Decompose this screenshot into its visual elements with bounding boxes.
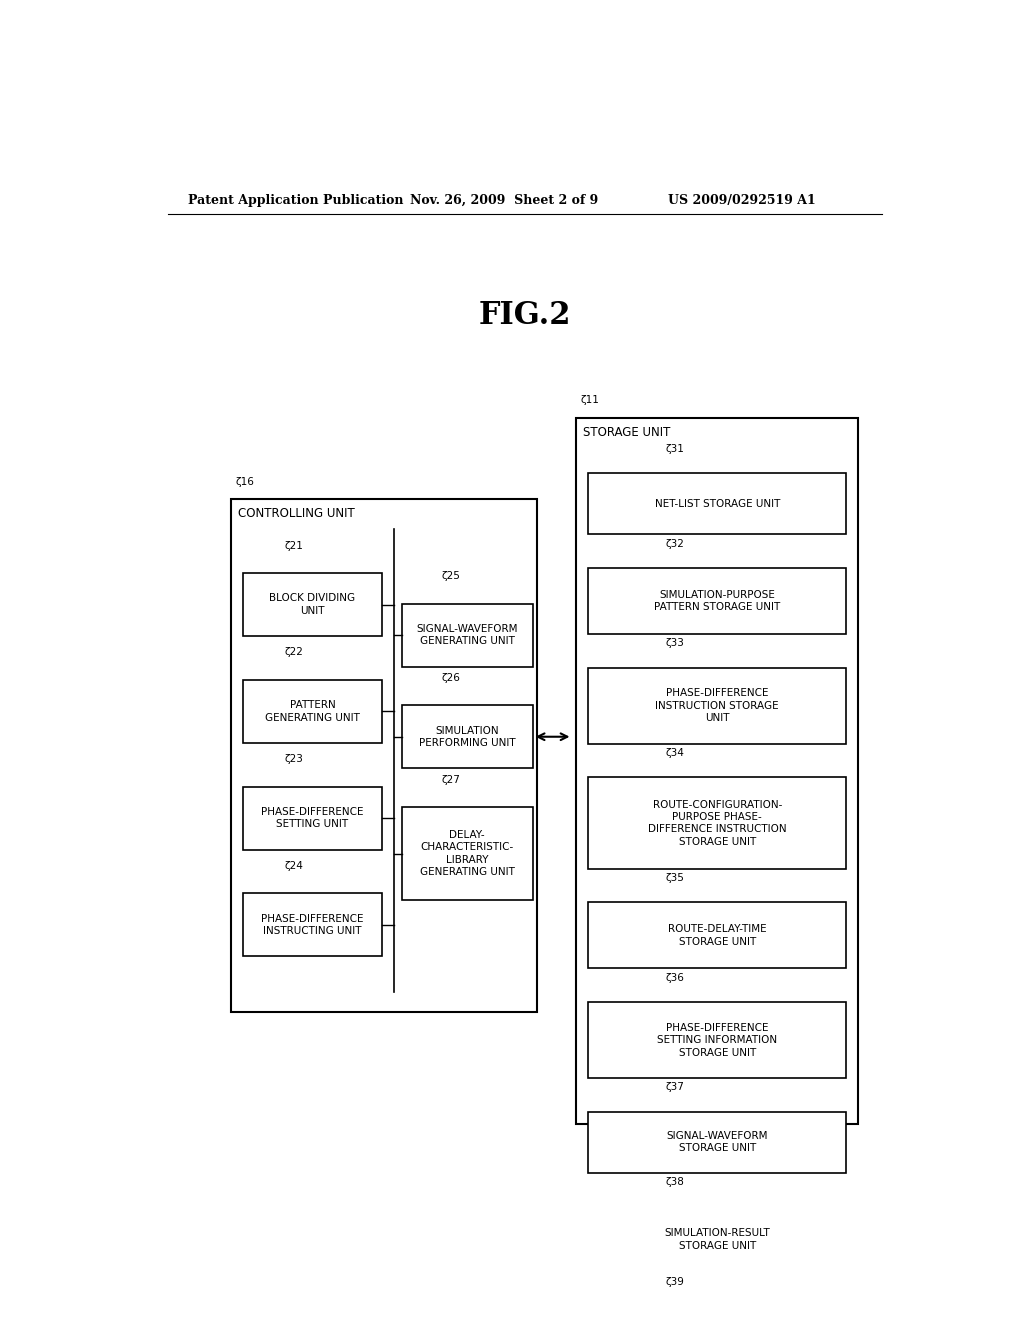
Bar xyxy=(243,573,382,636)
Text: SIGNAL-WAVEFORM
STORAGE UNIT: SIGNAL-WAVEFORM STORAGE UNIT xyxy=(667,1131,768,1154)
Text: STORAGE UNIT: STORAGE UNIT xyxy=(583,426,670,438)
Bar xyxy=(588,1002,846,1078)
Text: NET-LIST STORAGE UNIT: NET-LIST STORAGE UNIT xyxy=(654,499,780,510)
Text: ζ26: ζ26 xyxy=(441,673,460,682)
Bar xyxy=(243,894,382,956)
Bar xyxy=(243,787,382,850)
Text: US 2009/0292519 A1: US 2009/0292519 A1 xyxy=(668,194,815,207)
Bar xyxy=(588,668,846,744)
Bar xyxy=(401,705,532,768)
Text: Nov. 26, 2009  Sheet 2 of 9: Nov. 26, 2009 Sheet 2 of 9 xyxy=(410,194,598,207)
Text: ζ36: ζ36 xyxy=(666,973,684,982)
Bar xyxy=(243,680,382,743)
Text: ζ25: ζ25 xyxy=(441,572,460,581)
Bar xyxy=(588,568,846,634)
Bar xyxy=(588,903,846,969)
Text: ζ35: ζ35 xyxy=(666,873,684,883)
Text: ROUTE-CONFIGURATION-
PURPOSE PHASE-
DIFFERENCE INSTRUCTION
STORAGE UNIT: ROUTE-CONFIGURATION- PURPOSE PHASE- DIFF… xyxy=(648,800,786,846)
Text: ζ11: ζ11 xyxy=(581,396,599,405)
Text: SIMULATION-RESULT
STORAGE UNIT: SIMULATION-RESULT STORAGE UNIT xyxy=(665,1228,770,1250)
Text: PHASE-DIFFERENCE
SETTING UNIT: PHASE-DIFFERENCE SETTING UNIT xyxy=(261,807,364,829)
Text: DELAY-
CHARACTERISTIC-
LIBRARY
GENERATING UNIT: DELAY- CHARACTERISTIC- LIBRARY GENERATIN… xyxy=(420,830,515,878)
Text: ζ21: ζ21 xyxy=(285,541,303,550)
Text: ζ38: ζ38 xyxy=(666,1177,684,1187)
Text: ROUTE-DELAY-TIME
STORAGE UNIT: ROUTE-DELAY-TIME STORAGE UNIT xyxy=(668,924,767,946)
Bar xyxy=(588,1206,846,1272)
Text: PHASE-DIFFERENCE
SETTING INFORMATION
STORAGE UNIT: PHASE-DIFFERENCE SETTING INFORMATION STO… xyxy=(657,1023,777,1057)
Text: ζ33: ζ33 xyxy=(666,639,684,648)
Text: SIGNAL-WAVEFORM
GENERATING UNIT: SIGNAL-WAVEFORM GENERATING UNIT xyxy=(417,624,518,647)
Bar xyxy=(588,1111,846,1172)
Text: SIMULATION-PURPOSE
PATTERN STORAGE UNIT: SIMULATION-PURPOSE PATTERN STORAGE UNIT xyxy=(654,590,780,612)
Text: ζ24: ζ24 xyxy=(285,861,303,871)
Text: ζ31: ζ31 xyxy=(666,444,684,454)
Text: PATTERN
GENERATING UNIT: PATTERN GENERATING UNIT xyxy=(265,700,360,722)
Bar xyxy=(588,474,846,535)
Text: BLOCK DIVIDING
UNIT: BLOCK DIVIDING UNIT xyxy=(269,594,355,616)
Bar xyxy=(588,777,846,869)
Text: ζ37: ζ37 xyxy=(666,1082,684,1093)
Bar xyxy=(401,807,532,900)
Text: ζ16: ζ16 xyxy=(236,477,254,487)
Text: PHASE-DIFFERENCE
INSTRUCTING UNIT: PHASE-DIFFERENCE INSTRUCTING UNIT xyxy=(261,913,364,936)
Text: PHASE-DIFFERENCE
INSTRUCTION STORAGE
UNIT: PHASE-DIFFERENCE INSTRUCTION STORAGE UNI… xyxy=(655,688,779,723)
Bar xyxy=(401,603,532,667)
Text: ζ27: ζ27 xyxy=(441,775,460,784)
Text: FIG.2: FIG.2 xyxy=(478,301,571,331)
Text: CONTROLLING UNIT: CONTROLLING UNIT xyxy=(238,507,354,520)
Bar xyxy=(588,1305,846,1320)
Bar xyxy=(231,499,537,1012)
Text: ζ34: ζ34 xyxy=(666,748,684,758)
Bar xyxy=(577,417,858,1123)
Text: ζ32: ζ32 xyxy=(666,539,684,549)
Text: ζ39: ζ39 xyxy=(666,1276,684,1287)
Text: ζ22: ζ22 xyxy=(285,647,303,657)
Text: SIMULATION
PERFORMING UNIT: SIMULATION PERFORMING UNIT xyxy=(419,726,515,748)
Text: ζ23: ζ23 xyxy=(285,754,303,764)
Text: Patent Application Publication: Patent Application Publication xyxy=(187,194,403,207)
